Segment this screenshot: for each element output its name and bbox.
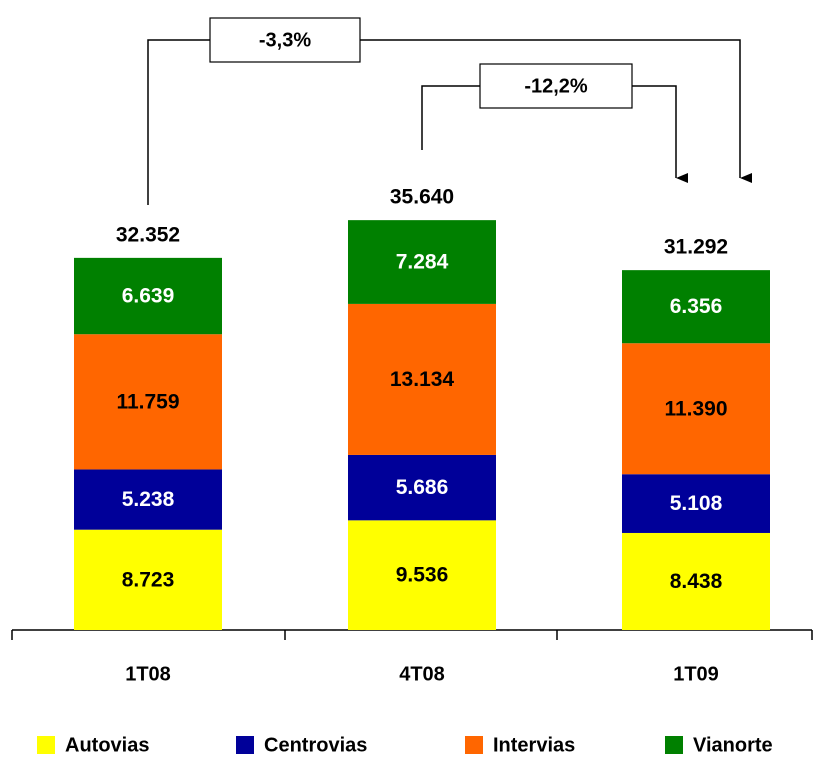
bar-segment — [622, 474, 770, 533]
total-label: 31.292 — [664, 236, 728, 259]
bar-segment — [348, 303, 496, 455]
bar-segment — [74, 257, 222, 335]
x-tick-label: 1T09 — [673, 663, 719, 685]
value-label: 5.686 — [396, 476, 449, 499]
bar-segment — [348, 520, 496, 630]
value-label: 11.390 — [664, 397, 727, 420]
total-label: 32.352 — [116, 223, 180, 246]
bar-segment — [74, 529, 222, 630]
bar-segment — [74, 334, 222, 470]
legend-swatch — [236, 736, 254, 754]
bar-segment — [622, 270, 770, 344]
value-label: 9.536 — [396, 564, 449, 587]
total-label: 35.640 — [390, 186, 454, 209]
value-label: 5.238 — [122, 488, 175, 511]
bar-segment — [622, 532, 770, 630]
bar-segment — [622, 343, 770, 475]
bar-segment — [348, 220, 496, 304]
value-label: 6.356 — [670, 295, 723, 318]
value-label: 7.284 — [396, 251, 449, 274]
bar-segment — [348, 454, 496, 521]
value-label: 5.108 — [670, 492, 723, 515]
value-label: 13.134 — [390, 368, 455, 391]
bar-segment — [74, 469, 222, 530]
annotation-box — [209, 17, 361, 63]
legend-label: Centrovias — [264, 734, 367, 756]
annotation-label: -3,3% — [259, 29, 311, 51]
value-label: 8.438 — [670, 570, 723, 593]
value-label: 11.759 — [116, 390, 179, 413]
legend-label: Vianorte — [693, 734, 773, 756]
annotation-arrow — [147, 39, 752, 205]
legend-swatch — [37, 736, 55, 754]
legend-label: Autovias — [65, 734, 149, 756]
legend-swatch — [465, 736, 483, 754]
annotation-label: -12,2% — [524, 75, 588, 97]
value-label: 6.639 — [122, 285, 175, 308]
x-tick-label: 4T08 — [399, 663, 445, 685]
x-tick-label: 1T08 — [125, 663, 171, 685]
legend-swatch — [665, 736, 683, 754]
value-label: 8.723 — [122, 568, 175, 591]
legend-label: Intervias — [493, 734, 575, 756]
annotation-box — [479, 63, 633, 109]
